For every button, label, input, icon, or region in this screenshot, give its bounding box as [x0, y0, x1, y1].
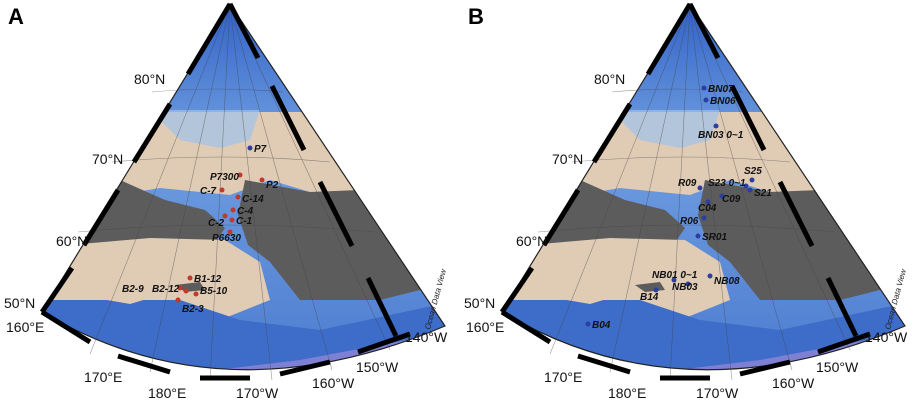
- lat-label-80: 80°N: [594, 71, 625, 87]
- station-dot: [653, 287, 659, 293]
- station-dot: [222, 213, 228, 219]
- station-label: NB03: [672, 282, 698, 293]
- station-dot: [685, 281, 691, 287]
- station-label: NB01 0~1: [652, 270, 698, 281]
- lat-label-60: 60°N: [516, 233, 547, 249]
- station-dot: [193, 291, 199, 297]
- station-label: C-1: [236, 216, 253, 227]
- station-label: B14: [640, 292, 659, 303]
- station-dot: [719, 193, 725, 199]
- map-panel-b: B: [460, 0, 920, 402]
- lon-label-140w: 140°W: [865, 329, 908, 345]
- station-label: C-7: [200, 186, 217, 197]
- station-label: B1-12: [194, 274, 222, 285]
- lat-label-60: 60°N: [56, 233, 87, 249]
- station-label: P7: [254, 144, 267, 155]
- lon-label-150w: 150°W: [816, 359, 859, 375]
- lon-label-160w: 160°W: [312, 375, 355, 391]
- station-dot: [705, 199, 711, 205]
- lat-label-50: 50°N: [4, 295, 35, 311]
- station-dot: [701, 215, 707, 221]
- lon-label-160w: 160°W: [772, 375, 815, 391]
- station-label: BN06: [710, 96, 736, 107]
- station-dot: [227, 229, 233, 235]
- station-dot: [183, 288, 189, 294]
- station-dot: [707, 273, 713, 279]
- lat-label-50: 50°N: [464, 295, 495, 311]
- station-label: R06: [680, 216, 699, 227]
- station-dot: [247, 145, 253, 151]
- station-dot: [237, 172, 243, 178]
- lon-label-160e: 160°E: [6, 319, 44, 335]
- station-dot: [703, 97, 709, 103]
- station-dot: [177, 285, 183, 291]
- lat-label-70: 70°N: [552, 151, 583, 167]
- station-label: P2: [266, 180, 279, 191]
- station-markers: [585, 85, 755, 327]
- lat-label-80: 80°N: [134, 71, 165, 87]
- station-label: BN03 0~1: [698, 130, 744, 141]
- station-label: S21: [754, 188, 772, 199]
- lat-label-70: 70°N: [92, 151, 123, 167]
- station-dot: [230, 207, 236, 213]
- station-label: SR01: [702, 232, 727, 243]
- lon-label-180e: 180°E: [608, 385, 646, 401]
- station-label: S23 0~1: [708, 178, 746, 189]
- map-b: 80°N 70°N 60°N 50°N 160°E 170°E 180°E 17…: [464, 2, 908, 401]
- station-dot: [713, 123, 719, 129]
- station-dot: [747, 187, 753, 193]
- station-dot: [219, 187, 225, 193]
- station-dot: [697, 185, 703, 191]
- station-dot: [235, 194, 241, 200]
- lon-label-170w: 170°W: [236, 385, 279, 401]
- lon-label-160e: 160°E: [466, 319, 504, 335]
- panel-label: A: [8, 4, 24, 29]
- station-dot: [671, 277, 677, 283]
- lon-label-180e: 180°E: [148, 385, 186, 401]
- station-label: C-4: [237, 206, 254, 217]
- map-a: 80°N 70°N 60°N 50°N 160°E 170°E 180°E 17…: [4, 2, 448, 401]
- station-dot: [749, 177, 755, 183]
- station-dot: [585, 321, 591, 327]
- station-label: C04: [698, 203, 717, 214]
- panel-label: B: [468, 4, 484, 29]
- station-label: P6630: [212, 233, 241, 244]
- station-labels: P7 P7300 P2 C-7 C-14 C-4 C-2 C-1 P6630 B…: [122, 144, 279, 315]
- station-dot: [187, 275, 193, 281]
- station-label: B2-3: [182, 304, 204, 315]
- station-label: B5-10: [200, 286, 228, 297]
- station-labels: BN07 BN06 BN03 0~1 S25 R09 S23 0~1 S21 C…: [592, 84, 772, 331]
- station-label: C-2: [208, 218, 225, 229]
- station-label: B2-12: [152, 284, 180, 295]
- lon-label-170w: 170°W: [696, 385, 739, 401]
- station-label: S25: [744, 166, 762, 177]
- station-dot: [175, 297, 181, 303]
- station-dot: [259, 177, 265, 183]
- station-label: P7300: [210, 172, 239, 183]
- station-label: B04: [592, 320, 611, 331]
- station-dot: [695, 233, 701, 239]
- map-panel-a: A: [4, 2, 448, 401]
- lon-label-170e: 170°E: [84, 369, 122, 385]
- lon-label-170e: 170°E: [544, 369, 582, 385]
- station-dot: [743, 183, 749, 189]
- station-dot: [229, 217, 235, 223]
- station-label: B2-9: [122, 284, 144, 295]
- station-label: BN07: [708, 84, 734, 95]
- lon-label-150w: 150°W: [356, 359, 399, 375]
- station-label: NB08: [714, 276, 740, 287]
- station-dot: [701, 85, 707, 91]
- lon-label-140w: 140°W: [405, 329, 448, 345]
- station-label: C-14: [242, 194, 264, 205]
- station-label: R09: [678, 178, 697, 189]
- station-label: C09: [722, 194, 741, 205]
- station-markers: [175, 145, 265, 303]
